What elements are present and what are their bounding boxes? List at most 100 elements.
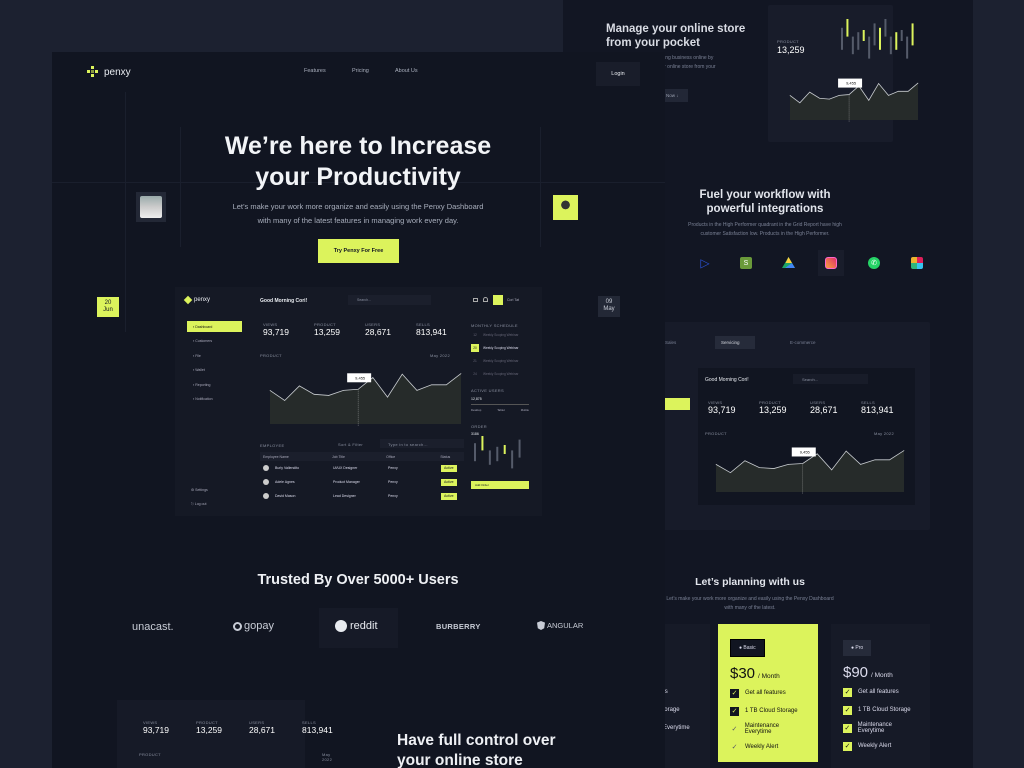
play-arrow-icon[interactable]: ▷	[700, 256, 710, 270]
sort-filter-button[interactable]: Sort & Filter	[338, 442, 364, 447]
chart-point[interactable]	[730, 472, 731, 473]
sidebar-item-reporting[interactable]: ▪ Reporting	[193, 382, 211, 387]
chart-point[interactable]	[773, 468, 775, 469]
plan-card-pro[interactable]: ● Pro $90/ Month ✓ Get all features ✓ 1 TB …	[831, 624, 930, 768]
column-header[interactable]: Office	[386, 454, 396, 459]
nav-about-us[interactable]: About Us	[395, 68, 418, 74]
user-name[interactable]: Cori Tat	[507, 298, 519, 302]
chart-point[interactable]	[372, 377, 374, 378]
chart-point[interactable]	[313, 394, 315, 395]
chart-point[interactable]	[898, 91, 899, 92]
chart-point[interactable]	[874, 459, 876, 461]
search-input[interactable]: Search...	[793, 374, 868, 384]
chart-period[interactable]: May 2022	[430, 353, 450, 358]
schedule-item[interactable]: 24 Weekly Scoping Webinar	[471, 367, 529, 380]
legend-item: Mobile	[520, 408, 529, 412]
column-header[interactable]: Status	[440, 454, 451, 459]
slack-icon[interactable]	[911, 257, 923, 269]
plan-card-basic[interactable]: ● Basic $30/ Month ✓ Get all features ✓ 1 T…	[718, 624, 818, 762]
stats-row: VIEWS 93,719 PRODUCT 13,259 USERS 28,671 SELLS…	[263, 322, 467, 337]
stat-card: SELLS 813,941	[861, 400, 912, 415]
column-header[interactable]: Employee Name	[263, 454, 289, 459]
chart-point[interactable]	[715, 464, 717, 465]
chart-period[interactable]: May 2022	[322, 752, 333, 762]
chart-point[interactable]	[744, 460, 746, 462]
chart-point[interactable]	[284, 400, 285, 401]
chart-period[interactable]: May 2022	[874, 431, 894, 436]
table-row[interactable]: David Mason Lead Designer Penxy Active	[260, 489, 464, 503]
sidebar-item-settings[interactable]: ⚙ Settings	[191, 488, 208, 492]
chart-point[interactable]	[816, 453, 818, 455]
chart-point[interactable]	[829, 98, 830, 100]
chart-point[interactable]	[888, 95, 889, 96]
candle	[857, 32, 860, 50]
tab-servicing[interactable]: Servicing	[715, 336, 755, 349]
add-order-button[interactable]: Add Order	[471, 481, 529, 489]
sidebar-item-notification[interactable]: ▪ Notification	[193, 397, 213, 401]
avatar[interactable]	[493, 295, 503, 305]
tab-sales[interactable]: Sales	[665, 340, 677, 345]
sidebar-item-file[interactable]: ▪ File	[193, 353, 201, 358]
nav-features[interactable]: Features	[304, 68, 326, 74]
logo[interactable]: penxy	[86, 66, 131, 78]
chart-point[interactable]	[845, 450, 847, 452]
store-button[interactable]: Now ↓	[663, 89, 688, 102]
chart-point[interactable]	[299, 385, 300, 387]
instagram-box[interactable]	[818, 250, 844, 276]
schedule-item[interactable]: 21 Weekly Scoping Webinar	[471, 354, 529, 367]
stat-value: 813,941	[861, 405, 894, 415]
schedule-item[interactable]: 20 Weekly Scoping Webinar	[471, 341, 529, 354]
chart-point[interactable]	[401, 373, 403, 375]
employee-title: EMPLOYEE	[260, 443, 285, 448]
chart-point[interactable]	[868, 100, 870, 101]
chart-point[interactable]	[446, 384, 447, 386]
table-row[interactable]: Burly Vallendito UI/UX Designer Penxy Activ…	[260, 461, 464, 475]
integrations-title-line: Fuel your workflow with	[699, 189, 831, 201]
sidebar-item-dashboard[interactable]: ▪ Dashboard	[187, 321, 242, 332]
chart-point[interactable]	[799, 102, 801, 104]
chart-point[interactable]	[809, 91, 810, 93]
chart-point[interactable]	[889, 459, 890, 461]
column-header[interactable]: Job Title	[331, 454, 346, 459]
chart-point[interactable]	[819, 97, 820, 99]
shopify-icon[interactable]: S	[740, 257, 752, 269]
chart-point[interactable]	[838, 95, 840, 96]
chart-point[interactable]	[878, 83, 879, 84]
search-input[interactable]: Search...	[348, 295, 431, 305]
chart-point[interactable]	[328, 395, 330, 396]
chart-point[interactable]	[789, 95, 791, 96]
employee-search-input[interactable]: Type in to search...	[380, 439, 464, 448]
nav-pricing[interactable]: Pricing	[352, 68, 369, 74]
chart-point[interactable]	[788, 464, 789, 465]
tab-ecommerce[interactable]: E-commerce	[790, 340, 816, 345]
stat-label: SELLS	[302, 720, 316, 725]
schedule-item[interactable]: 12 Weekly Scoping Webinar	[471, 328, 529, 341]
sidebar-active-item[interactable]	[665, 398, 690, 410]
login-button[interactable]: Login	[596, 62, 640, 86]
table-row[interactable]: Adele Agnes Product Manager Penxy Active	[260, 475, 464, 489]
message-icon[interactable]	[473, 298, 478, 302]
chart-point[interactable]	[460, 373, 462, 374]
chart-point[interactable]	[269, 390, 271, 391]
sidebar-item-logout[interactable]: ⎋ Log out	[191, 502, 207, 506]
whatsapp-icon[interactable]: ✆	[868, 257, 880, 269]
sidebar-item-wallet[interactable]: ▪ Wallet	[193, 368, 205, 372]
bell-icon[interactable]	[483, 297, 488, 302]
chart-point[interactable]	[416, 390, 418, 391]
chart-point[interactable]	[387, 396, 388, 398]
chart-point[interactable]	[860, 464, 861, 465]
chart-point[interactable]	[759, 467, 760, 468]
chart-point[interactable]	[343, 390, 344, 391]
google-drive-icon[interactable]	[782, 257, 795, 269]
candle	[879, 27, 881, 50]
chart-point[interactable]	[431, 384, 432, 386]
chart-point[interactable]	[831, 469, 832, 471]
sidebar-item-customers[interactable]: ▪ Customers	[193, 339, 213, 343]
stat-value: 28,671	[249, 725, 275, 735]
try-free-button[interactable]: Try Penxy For Free	[318, 239, 399, 263]
chart-point[interactable]	[917, 82, 919, 84]
chart-point[interactable]	[903, 450, 905, 451]
chart-area	[716, 450, 904, 492]
check-icon: ✓	[730, 706, 739, 716]
chart-point[interactable]	[907, 91, 909, 92]
